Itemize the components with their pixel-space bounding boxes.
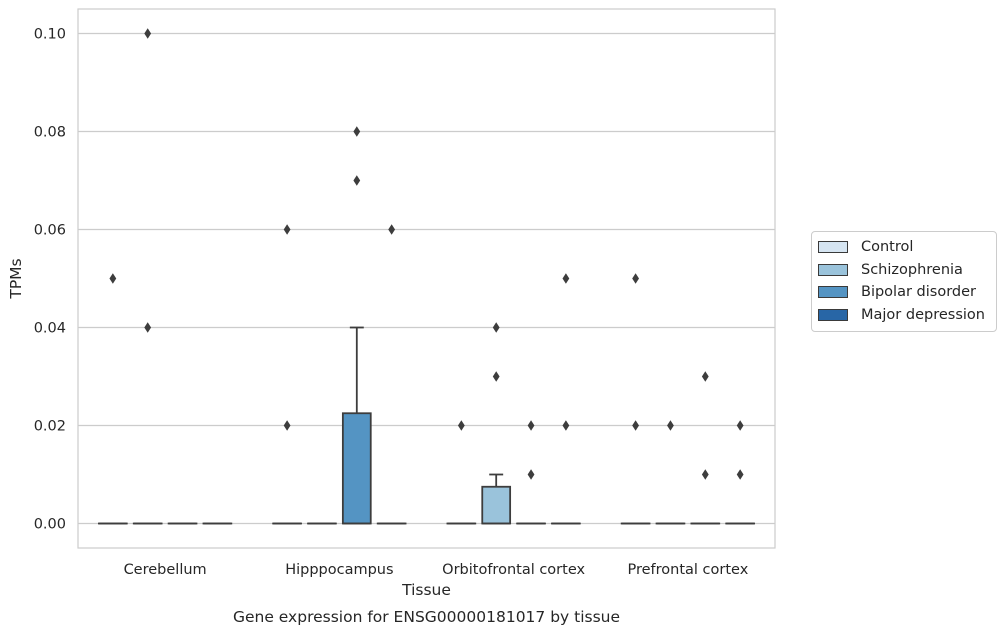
box-group — [655, 420, 686, 525]
outlier-point — [632, 420, 639, 431]
legend-label: Schizophrenia — [861, 261, 963, 278]
outlier-point — [701, 371, 709, 382]
outlier-point — [667, 420, 674, 431]
legend-item: Schizophrenia — [812, 259, 996, 282]
outlier-point — [527, 469, 535, 480]
legend: Control Schizophrenia Bipolar disorder Majo… — [811, 231, 997, 332]
outlier-point — [492, 371, 500, 382]
y-tick-label: 0.00 — [34, 517, 66, 533]
outlier-point — [562, 273, 570, 284]
y-tick-label: 0.06 — [34, 223, 66, 239]
box-group — [446, 420, 477, 525]
outlier-point — [457, 420, 465, 431]
outlier-point — [283, 224, 291, 235]
y-tick-label: 0.08 — [34, 125, 66, 141]
outlier-point — [527, 420, 535, 431]
box-group — [725, 420, 755, 525]
x-axis-label: Tissue — [401, 581, 451, 599]
x-tick-label: Cerebellum — [124, 562, 207, 578]
y-tick-label: 0.02 — [34, 419, 66, 435]
outlier-point — [283, 420, 291, 431]
chart-title: Gene expression for ENSG00000181017 by t… — [233, 608, 620, 626]
x-tick-label: Hipppocampus — [285, 562, 393, 578]
x-axis-ticks: Cerebellum Hipppocampus Orbitofrontal cort… — [124, 562, 749, 578]
x-tick-label: Orbitofrontal cortex — [442, 562, 585, 578]
box-group — [690, 371, 721, 525]
outlier-point — [353, 126, 361, 137]
outlier-point — [562, 420, 570, 431]
y-tick-label: 0.10 — [34, 27, 66, 43]
box-group — [551, 273, 581, 525]
legend-label: Bipolar disorder — [861, 284, 976, 301]
plot-marks — [98, 28, 755, 525]
legend-item: Control — [812, 236, 996, 259]
gridlines — [78, 32, 775, 525]
y-axis-label: TPMs — [7, 258, 25, 299]
legend-swatch — [818, 308, 848, 321]
outlier-point — [388, 224, 396, 235]
outlier-point — [353, 175, 361, 186]
legend-item: Bipolar disorder — [812, 281, 996, 304]
legend-swatch — [818, 263, 848, 276]
legend-label: Control — [861, 239, 914, 256]
box-group — [98, 273, 128, 525]
box-body — [481, 485, 512, 525]
legend-item: Major depression — [812, 304, 996, 327]
x-tick-label: Prefrontal cortex — [627, 562, 748, 578]
y-axis-ticks: 0.00 0.02 0.04 0.06 0.08 0.10 — [34, 27, 66, 533]
box-group — [620, 273, 651, 525]
box-group — [376, 224, 407, 525]
legend-swatch — [818, 286, 848, 299]
outlier-point — [144, 322, 152, 333]
outlier-point — [492, 322, 500, 333]
y-tick-label: 0.04 — [34, 321, 66, 337]
outlier-point — [736, 420, 744, 431]
legend-swatch — [818, 241, 848, 254]
box-group — [272, 224, 302, 525]
box-group — [341, 126, 372, 525]
box-group — [516, 420, 546, 525]
outlier-point — [701, 469, 709, 480]
outlier-point — [109, 273, 117, 284]
box-group — [132, 28, 163, 525]
plot-frame — [77, 8, 776, 549]
outlier-point — [144, 28, 152, 39]
box-body — [341, 412, 372, 525]
box-group — [481, 322, 512, 525]
outlier-point — [736, 469, 744, 480]
outlier-point — [632, 273, 639, 284]
legend-label: Major depression — [861, 306, 985, 323]
